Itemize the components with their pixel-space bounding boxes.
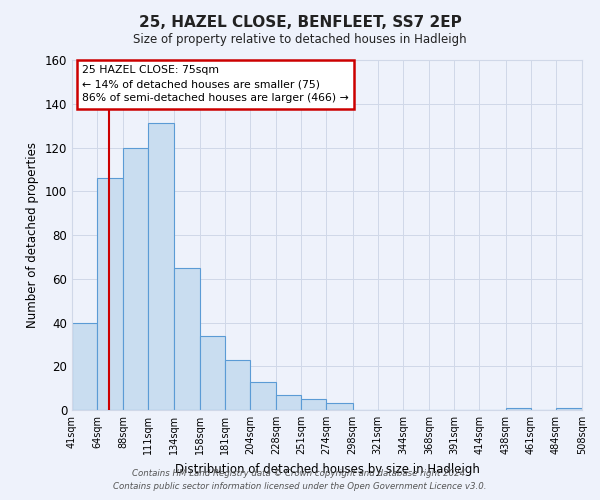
Text: Size of property relative to detached houses in Hadleigh: Size of property relative to detached ho…: [133, 32, 467, 46]
Bar: [97, 178, 124, 410]
Text: 25, HAZEL CLOSE, BENFLEET, SS7 2EP: 25, HAZEL CLOSE, BENFLEET, SS7 2EP: [139, 15, 461, 30]
Bar: [200, 336, 225, 410]
Text: 25 HAZEL CLOSE: 75sqm
← 14% of detached houses are smaller (75)
86% of semi-deta: 25 HAZEL CLOSE: 75sqm ← 14% of detached …: [82, 66, 349, 104]
Bar: [173, 268, 200, 410]
Bar: [225, 360, 250, 410]
Bar: [250, 382, 276, 410]
Bar: [556, 408, 582, 410]
Bar: [506, 408, 530, 410]
Bar: [276, 394, 301, 410]
Bar: [72, 322, 97, 410]
Bar: [301, 399, 326, 410]
X-axis label: Distribution of detached houses by size in Hadleigh: Distribution of detached houses by size …: [175, 462, 479, 475]
Text: Contains HM Land Registry data © Crown copyright and database right 2024.: Contains HM Land Registry data © Crown c…: [132, 469, 468, 478]
Bar: [326, 404, 353, 410]
Bar: [124, 148, 148, 410]
Y-axis label: Number of detached properties: Number of detached properties: [26, 142, 39, 328]
Text: Contains public sector information licensed under the Open Government Licence v3: Contains public sector information licen…: [113, 482, 487, 491]
Bar: [148, 124, 173, 410]
